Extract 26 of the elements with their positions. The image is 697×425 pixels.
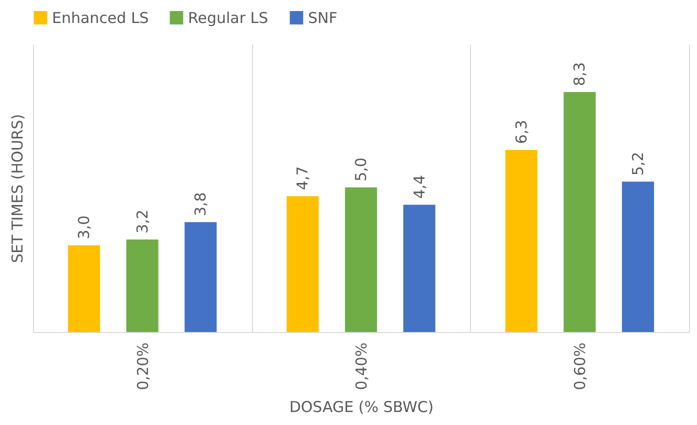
data-label: 5,0 bbox=[352, 158, 370, 182]
data-label: 3,8 bbox=[192, 192, 210, 216]
bar bbox=[68, 245, 100, 332]
data-label: 5,2 bbox=[628, 152, 647, 176]
legend-label: Enhanced LS bbox=[52, 8, 149, 27]
data-label: 6,3 bbox=[512, 120, 530, 144]
bar bbox=[126, 239, 158, 332]
bar bbox=[286, 196, 319, 332]
legend-label: Regular LS bbox=[188, 8, 268, 27]
data-label: 8,3 bbox=[570, 62, 589, 86]
bar bbox=[344, 187, 378, 332]
data-label: 3,0 bbox=[75, 215, 94, 240]
data-label: 4,4 bbox=[410, 174, 428, 199]
bar bbox=[622, 182, 654, 332]
data-label: 3,2 bbox=[133, 210, 152, 234]
x-axis-title: DOSAGE (% SBWC) bbox=[289, 398, 434, 416]
data-label: 4,7 bbox=[294, 166, 312, 190]
bar bbox=[505, 150, 538, 332]
bar bbox=[184, 222, 217, 332]
x-tick-label: 0,60% bbox=[571, 342, 590, 390]
legend-label: SNF bbox=[308, 8, 338, 27]
y-axis-title: SET TIMES (HOURS) bbox=[8, 114, 26, 263]
x-tick-label: 0,20% bbox=[134, 342, 152, 390]
bar bbox=[403, 204, 436, 332]
x-tick-label: 0,40% bbox=[352, 342, 370, 390]
bar bbox=[564, 92, 596, 332]
